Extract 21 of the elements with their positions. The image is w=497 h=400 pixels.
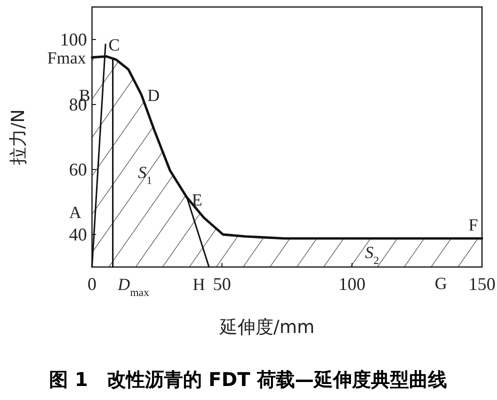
- x-tick-label: 0: [88, 274, 96, 294]
- y-tick-label: 100: [60, 30, 87, 50]
- x-axis-title: 延伸度/mm: [218, 317, 315, 338]
- annotation: D: [147, 86, 160, 105]
- text: 图 1 改性沥青的 FDT 荷载—延伸度典型曲线: [49, 369, 447, 391]
- x-tick-label: 150: [468, 274, 496, 294]
- annotation: E: [192, 190, 202, 210]
- annotation: S$_{1}$: [138, 163, 152, 187]
- annotation: D$_{max}$: [116, 275, 150, 299]
- y-axis-title: 拉力/N: [8, 109, 29, 165]
- y-tick-label: 40: [69, 224, 87, 244]
- y-tick-label: 60: [69, 160, 87, 180]
- annotation: S$_{2}$: [364, 243, 380, 267]
- text: G: [434, 274, 447, 293]
- annotation: F: [468, 215, 478, 234]
- annotation: H: [192, 275, 205, 294]
- x-tick-label: 100: [338, 274, 366, 294]
- annotation: C: [108, 35, 120, 54]
- annotation: Fmax: [47, 48, 86, 68]
- x-tick-label: 50: [213, 274, 231, 294]
- annotation: A: [69, 202, 82, 222]
